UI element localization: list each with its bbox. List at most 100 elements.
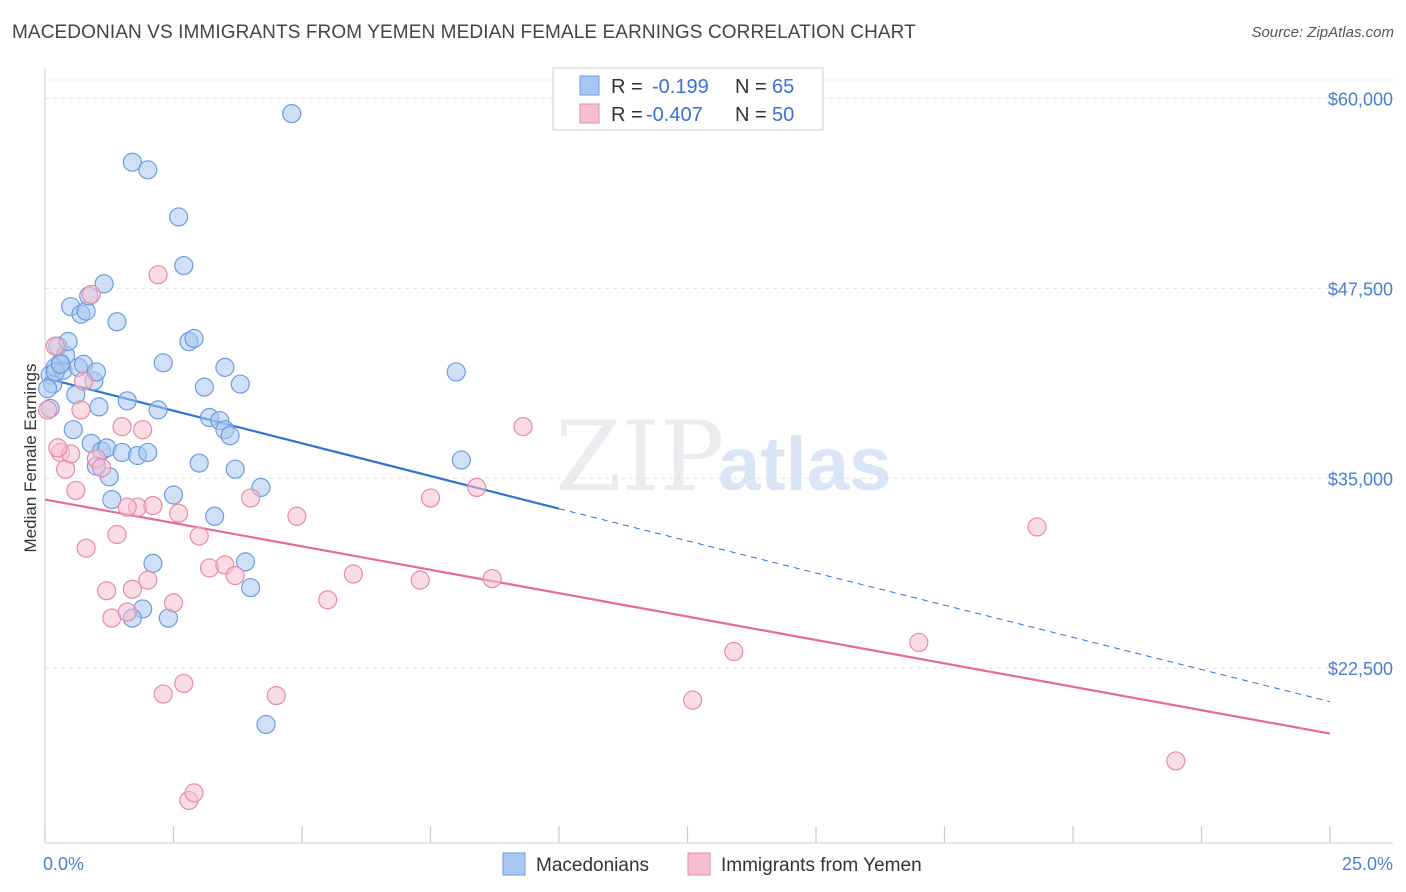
watermark-atlas: atlas <box>718 422 891 507</box>
legend-r-value-1: -0.199 <box>652 76 709 98</box>
yemen-point <box>117 602 137 622</box>
x-tick-label-min: 0.0% <box>43 854 84 874</box>
yemen-point <box>169 503 189 523</box>
yemen-point <box>410 570 430 590</box>
yemen-point <box>287 506 307 526</box>
macedonians-point <box>446 362 466 382</box>
bottom-legend-swatch-blue <box>502 852 526 876</box>
macedonians-point <box>117 391 137 411</box>
yemen-point <box>91 458 112 478</box>
axes <box>44 68 1393 844</box>
macedonians-point <box>138 160 158 180</box>
yemen-point <box>122 579 142 599</box>
yemen-point <box>724 641 744 662</box>
y-tick-label: $47,500 <box>1328 279 1393 299</box>
legend-r-label-2: R = <box>611 104 643 126</box>
macedonians-point <box>225 459 245 479</box>
bottom-legend-label-pink: Immigrants from Yemen <box>721 855 922 876</box>
macedonians-point <box>174 255 194 276</box>
y-tick-label: $60,000 <box>1328 89 1393 109</box>
chart-title: MACEDONIAN VS IMMIGRANTS FROM YEMEN MEDI… <box>12 22 916 43</box>
macedonians-point <box>94 274 114 294</box>
yemen-point <box>318 590 338 610</box>
legend-n-value-1: 65 <box>772 76 794 98</box>
yemen-point <box>909 632 929 653</box>
legend-r-label-1: R = <box>611 76 643 98</box>
bottom-legend: Macedonians Immigrants from Yemen <box>502 852 922 876</box>
yemen-point <box>199 558 220 578</box>
legend-r-value-2: -0.407 <box>646 104 703 126</box>
tick-labels: $22,500 $35,000 $47,500 $60,000 <box>1328 89 1393 679</box>
macedonians-point <box>215 357 235 377</box>
macedonians-point <box>205 506 225 526</box>
yemen-point <box>225 565 245 586</box>
macedonians-point <box>235 552 256 572</box>
yemen-point <box>189 526 209 546</box>
yemen-point <box>148 265 168 285</box>
yemen-point <box>97 581 117 601</box>
y-tick-label: $35,000 <box>1328 469 1393 489</box>
yemen-point <box>143 496 163 516</box>
bottom-legend-swatch-pink <box>687 852 711 876</box>
watermark: ZIP atlas <box>555 401 891 513</box>
macedonians-point <box>256 714 276 735</box>
watermark-zip: ZIP <box>555 401 724 513</box>
yemen-point <box>241 488 261 508</box>
yemen-point <box>467 477 487 498</box>
yemen-point <box>153 684 173 704</box>
macedonians-point <box>220 426 240 446</box>
macedonians-point <box>50 354 71 374</box>
yemen-point <box>138 570 158 590</box>
yemen-point <box>71 400 91 420</box>
macedonians-point <box>230 374 250 394</box>
yemen-point <box>66 480 86 501</box>
source-label: Source: ZipAtlas.com <box>1251 24 1394 41</box>
macedonians-point <box>184 328 204 349</box>
yemen-point <box>73 371 94 391</box>
macedonians-point <box>138 442 158 463</box>
legend-n-label-2: N = <box>735 104 767 126</box>
yemen-point <box>513 417 533 437</box>
y-tick-label: $22,500 <box>1328 659 1393 679</box>
bottom-legend-label-blue: Macedonians <box>536 855 649 876</box>
yemen-trend-line <box>44 498 1331 735</box>
macedonians-point <box>194 377 214 397</box>
yemen-point <box>76 538 96 558</box>
y-axis-title: Median Female Earnings <box>21 364 40 553</box>
yemen-point <box>1166 751 1186 771</box>
top-legend: R = -0.199 N = 65 R = -0.407 N = 50 <box>552 67 824 131</box>
x-tick-label-max: 25.0% <box>1342 854 1393 874</box>
legend-swatch-pink <box>579 103 600 124</box>
macedonians-point <box>102 489 122 510</box>
yemen-point <box>45 336 65 356</box>
yemen-point <box>37 400 58 420</box>
macedonians-point <box>112 442 132 463</box>
yemen-point <box>133 420 153 440</box>
macedonians-point <box>107 312 127 332</box>
macedonians-point <box>241 578 261 598</box>
macedonians-point <box>37 379 58 399</box>
macedonians-point <box>451 450 471 470</box>
yemen-point <box>117 497 137 517</box>
yemen-point <box>420 488 441 508</box>
macedonians-point <box>122 152 142 172</box>
yemen-point <box>81 284 101 305</box>
macedonians-point <box>148 400 168 420</box>
legend-n-label-1: N = <box>735 76 767 98</box>
macedonians-trend-line-extension <box>558 508 1331 703</box>
yemen-point <box>683 690 703 710</box>
macedonians-point <box>169 207 189 227</box>
macedonians-point <box>89 397 109 417</box>
yemen-point <box>266 685 286 706</box>
yemen-point <box>174 673 194 694</box>
yemen-point <box>112 417 132 437</box>
macedonians-point <box>143 553 163 573</box>
macedonians-point <box>282 103 302 124</box>
macedonians-points <box>37 103 471 735</box>
yemen-points <box>37 265 1186 811</box>
macedonians-point <box>153 353 173 373</box>
legend-swatch-blue <box>579 75 600 96</box>
legend-n-value-2: 50 <box>772 104 794 126</box>
yemen-point <box>1027 517 1047 537</box>
